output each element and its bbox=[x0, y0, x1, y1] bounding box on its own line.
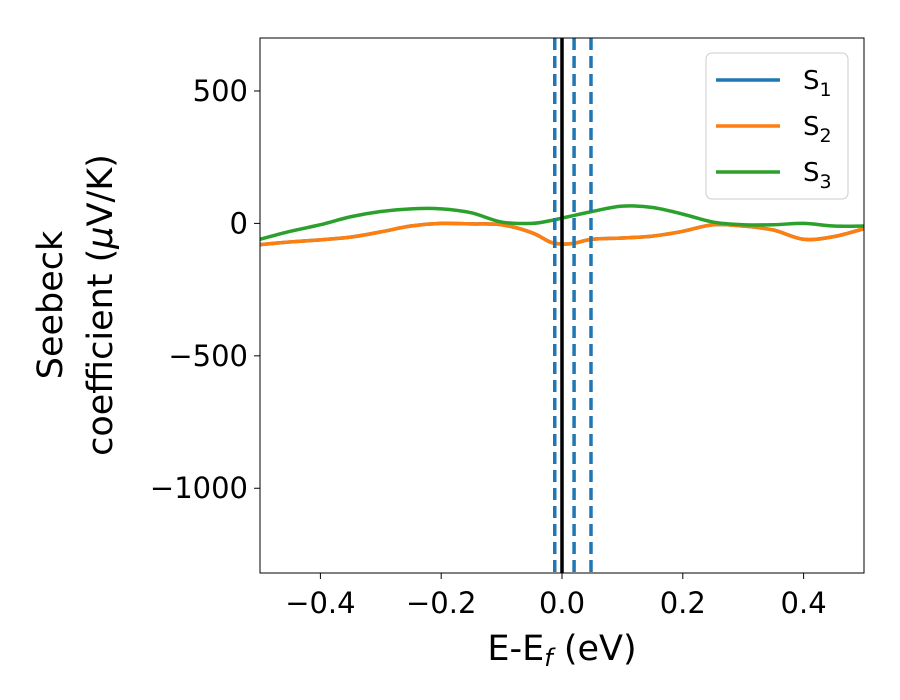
y-tick-label: 500 bbox=[193, 74, 248, 108]
legend-label-S1: S1 bbox=[803, 66, 832, 101]
y-tick-label: −500 bbox=[168, 339, 248, 373]
x-tick-label: 0.4 bbox=[781, 586, 827, 620]
legend: S1 S2 S3 bbox=[705, 52, 849, 200]
legend-label-S3: S3 bbox=[803, 158, 832, 193]
legend-label-S2: S2 bbox=[803, 112, 832, 147]
x-tick-label: −0.2 bbox=[406, 586, 476, 620]
x-tick-label: 0.2 bbox=[660, 586, 706, 620]
vertical-lines-layer bbox=[553, 38, 593, 573]
y-tick-label: 0 bbox=[230, 206, 248, 240]
y-axis-label-line1: Seebeck bbox=[31, 230, 71, 379]
x-ticks: −0.4 −0.2 0.0 0.2 0.4 bbox=[285, 573, 827, 620]
y-axis-label: Seebeck coefficient (μV/K) bbox=[31, 154, 121, 456]
y-axis-label-line2: coefficient (μV/K) bbox=[81, 154, 121, 456]
y-tick-label: −1000 bbox=[150, 471, 248, 505]
x-tick-label: 0.0 bbox=[539, 586, 585, 620]
x-axis-label: E-Ef (eV) bbox=[487, 629, 636, 672]
x-tick-label: −0.4 bbox=[285, 586, 355, 620]
y-ticks: 500 0 −500 −1000 bbox=[150, 74, 260, 505]
